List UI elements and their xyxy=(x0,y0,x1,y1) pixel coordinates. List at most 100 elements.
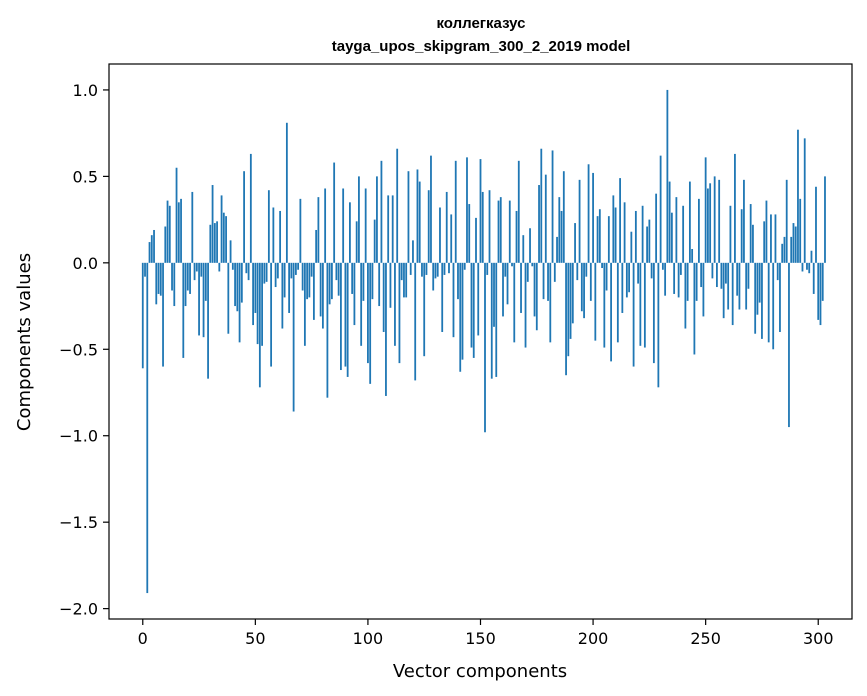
bar-23 xyxy=(193,262,196,281)
y-tick-label-1: −1.5 xyxy=(59,513,98,532)
bar-178 xyxy=(542,262,545,300)
y-tick-label-5: 0.5 xyxy=(73,167,98,186)
bar-38 xyxy=(227,262,230,334)
bar-26 xyxy=(200,262,203,277)
bar-125 xyxy=(423,262,426,357)
bar-171 xyxy=(526,262,529,282)
bar-194 xyxy=(578,179,581,263)
bar-114 xyxy=(398,262,401,364)
bar-93 xyxy=(351,262,354,294)
bar-229 xyxy=(657,262,660,388)
bar-111 xyxy=(391,195,394,263)
bar-43 xyxy=(238,262,241,343)
bar-187 xyxy=(562,171,565,263)
bar-159 xyxy=(499,197,502,263)
bar-214 xyxy=(623,202,626,263)
bar-167 xyxy=(517,160,520,263)
bar-181 xyxy=(549,262,552,343)
bar-188 xyxy=(565,262,567,376)
bar-118 xyxy=(407,171,410,263)
bar-286 xyxy=(785,179,788,263)
bar-253 xyxy=(711,262,714,279)
bar-216 xyxy=(628,262,630,293)
bar-69 xyxy=(297,262,300,270)
x-tick-label-50: 50 xyxy=(245,629,265,648)
bar-85 xyxy=(333,162,336,263)
bar-126 xyxy=(425,262,428,275)
bar-219 xyxy=(634,210,637,263)
bar-121 xyxy=(414,262,417,381)
bar-290 xyxy=(794,226,797,263)
bar-95 xyxy=(355,221,358,263)
bar-35 xyxy=(220,195,223,263)
bar-161 xyxy=(504,262,507,277)
bar-282 xyxy=(776,262,779,281)
bar-84 xyxy=(331,262,333,300)
bar-172 xyxy=(529,228,531,263)
bar-60 xyxy=(276,262,279,279)
bar-154 xyxy=(488,190,491,263)
x-axis-label: Vector components xyxy=(393,661,567,682)
bar-1 xyxy=(144,262,146,277)
bar-196 xyxy=(583,262,585,319)
y-axis-ticks: −2.0 −1.5 −1.0 −0.5 0.0 0.5 1.0 xyxy=(59,81,109,619)
bar-113 xyxy=(396,148,399,263)
bar-266 xyxy=(740,209,743,263)
bar-255 xyxy=(716,262,718,288)
bar-203 xyxy=(598,209,601,263)
bar-276 xyxy=(763,221,766,263)
bar-83 xyxy=(328,262,331,305)
bar-191 xyxy=(571,262,574,324)
bar-59 xyxy=(274,262,277,288)
bar-299 xyxy=(815,186,817,263)
bar-19 xyxy=(184,262,187,307)
bar-76 xyxy=(312,262,315,320)
bar-231 xyxy=(661,262,664,270)
bar-33 xyxy=(216,221,218,263)
chart-title: коллегказус xyxy=(437,15,526,32)
bar-190 xyxy=(569,262,572,339)
bar-173 xyxy=(531,262,534,267)
bar-222 xyxy=(641,205,644,263)
bar-158 xyxy=(497,200,500,263)
bar-252 xyxy=(709,183,712,263)
bar-280 xyxy=(772,262,775,350)
bar-91 xyxy=(346,262,349,377)
bar-206 xyxy=(605,262,608,291)
bar-166 xyxy=(515,210,518,263)
bar-10 xyxy=(164,226,167,263)
bar-122 xyxy=(416,169,419,263)
bar-34 xyxy=(218,262,221,272)
bar-233 xyxy=(666,89,669,263)
bar-197 xyxy=(585,262,588,277)
bar-284 xyxy=(781,243,784,263)
bar-28 xyxy=(204,262,207,301)
bar-21 xyxy=(189,262,191,294)
bar-109 xyxy=(387,195,390,263)
bar-71 xyxy=(301,262,304,291)
bar-268 xyxy=(745,262,748,310)
bar-168 xyxy=(520,262,522,313)
bar-98 xyxy=(362,262,365,301)
bar-270 xyxy=(749,204,752,263)
bar-225 xyxy=(648,219,651,263)
bar-53 xyxy=(261,262,263,346)
bar-170 xyxy=(524,262,527,348)
bar-73 xyxy=(306,262,309,300)
bar-198 xyxy=(587,164,590,263)
x-tick-label-250: 250 xyxy=(690,629,721,648)
bar-296 xyxy=(808,262,811,274)
bar-189 xyxy=(567,262,570,357)
bar-97 xyxy=(360,262,363,346)
bar-237 xyxy=(675,197,678,263)
bar-211 xyxy=(616,262,619,343)
y-tick-label-3: −0.5 xyxy=(59,340,98,359)
bar-129 xyxy=(432,262,435,291)
bar-50 xyxy=(254,262,257,313)
bar-279 xyxy=(770,214,772,263)
bar-209 xyxy=(612,195,615,263)
bar-66 xyxy=(290,262,293,279)
bar-246 xyxy=(695,262,698,301)
bar-24 xyxy=(195,262,198,272)
x-axis-ticks: 0 50 100 150 200 250 300 xyxy=(138,619,834,648)
